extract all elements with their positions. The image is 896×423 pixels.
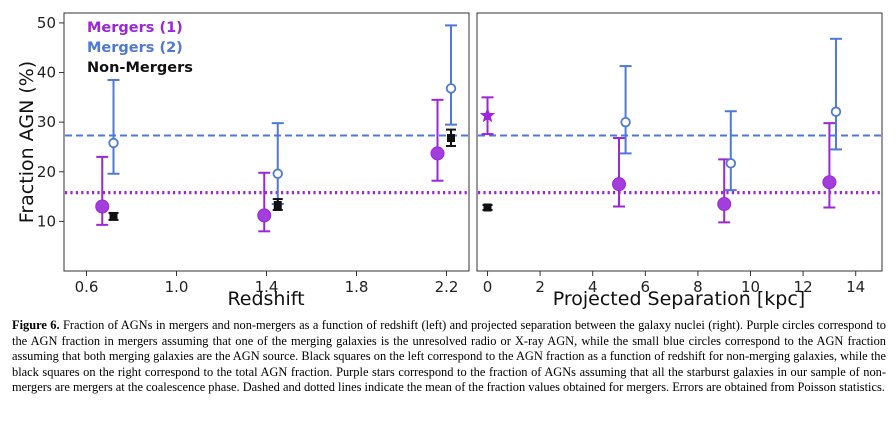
- left-ticks: 0.6 1.0 1.4 1.8 2.2 10 20 30 40 50: [37, 14, 459, 296]
- left-mergers2-point: [108, 137, 119, 149]
- right-x-tick-label: 6: [641, 278, 651, 296]
- x-axis-label-separation: Projected Separation [kpc]: [553, 288, 805, 310]
- y-tick-label: 50: [37, 14, 56, 32]
- left-x-tick-label: 0.6: [75, 278, 99, 296]
- right-starburst-star-point: [479, 107, 496, 123]
- y-tick-label: 40: [37, 64, 56, 82]
- right-data-marks: [479, 37, 842, 224]
- right-mergers1-point: [822, 175, 837, 190]
- right-nonmergers-point: [483, 203, 492, 212]
- right-x-tick-label: 0: [483, 278, 493, 296]
- left-nonmergers-point: [109, 212, 118, 221]
- y-tick-label: 30: [37, 113, 56, 131]
- figure-caption: Figure 6. Fraction of AGNs in mergers an…: [12, 318, 886, 396]
- right-mergers2-point: [620, 116, 631, 128]
- y-tick-label: 20: [37, 163, 56, 181]
- left-mergers1-point: [257, 208, 272, 223]
- left-x-tick-label: 2.2: [435, 278, 459, 296]
- right-x-tick-label: 2: [535, 278, 545, 296]
- right-mergers1-point: [612, 177, 627, 192]
- caption-text: Fraction of AGNs in mergers and non-merg…: [12, 318, 886, 395]
- left-mergers2-point: [445, 83, 457, 94]
- right-x-tick-label: 10: [741, 278, 760, 296]
- legend-entry-mergers-1: Mergers (1): [87, 20, 183, 36]
- right-mergers2-point: [725, 158, 736, 169]
- left-x-tick-label: 1.0: [165, 278, 189, 296]
- legend-entry-non-mergers: Non-Mergers: [87, 60, 193, 76]
- left-mergers2-point: [272, 168, 283, 179]
- redshift-panel: 0.6 1.0 1.4 1.8 2.2 10 20 30 40 50 Fraction AGN (…: [16, 12, 470, 310]
- separation-panel: 0 2 4 6 8 10 12 14 Projected Separation [kpc]: [476, 12, 883, 310]
- left-mergers1-point: [430, 146, 445, 161]
- x-axis-label-redshift: Redshift: [227, 288, 304, 310]
- right-mergers2-point: [830, 106, 842, 117]
- right-ticks: 0 2 4 6 8 10 12 14: [483, 271, 865, 296]
- right-x-tick-label: 14: [846, 278, 865, 296]
- left-nonmergers-point: [447, 134, 455, 143]
- left-data-marks: [95, 24, 457, 233]
- legend: Mergers (1) Mergers (2) Non-Mergers: [87, 20, 193, 76]
- y-tick-label: 10: [37, 212, 56, 230]
- left-mergers1-point: [95, 199, 110, 214]
- left-nonmergers-point: [273, 201, 282, 210]
- caption-label: Figure 6.: [12, 318, 60, 332]
- legend-entry-mergers-2: Mergers (2): [87, 40, 183, 56]
- right-plot-frame: [476, 12, 883, 272]
- left-x-tick-label: 1.8: [345, 278, 369, 296]
- right-x-tick-label: 12: [794, 278, 813, 296]
- right-mean-lines: [478, 134, 881, 195]
- left-x-tick-label: 1.4: [255, 278, 279, 296]
- right-mergers1-point: [717, 197, 732, 212]
- right-x-tick-label: 8: [693, 278, 703, 296]
- left-mean-lines: [65, 134, 468, 195]
- y-axis-label: Fraction AGN (%): [16, 61, 38, 223]
- right-x-tick-label: 4: [588, 278, 598, 296]
